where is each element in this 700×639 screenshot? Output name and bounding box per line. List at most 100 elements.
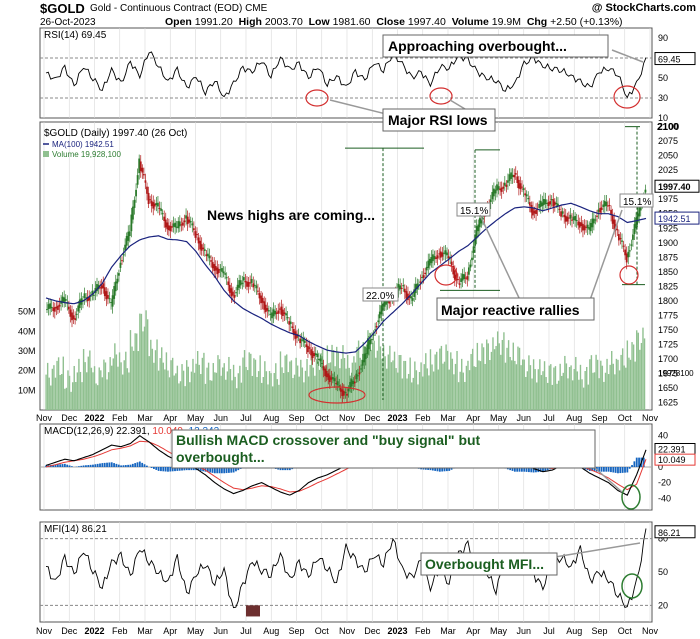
volume-bar [593, 372, 596, 410]
price-candle [460, 278, 462, 282]
x-tick-label: Nov [642, 413, 659, 423]
price-candle [585, 226, 587, 228]
price-candle [85, 297, 87, 299]
volume-bar [140, 313, 143, 410]
price-candle [342, 390, 345, 396]
volume-bar [45, 374, 47, 410]
volume-bar [56, 360, 58, 410]
price-candle [244, 281, 247, 283]
volume-bar [234, 376, 236, 410]
macd-histogram-bar [591, 467, 594, 472]
volume-bar [306, 358, 308, 410]
price-candle [150, 200, 153, 207]
volume-bar [643, 338, 646, 410]
price-candle [541, 202, 544, 206]
price-candle [233, 295, 236, 298]
price-y-tick: 2100 [658, 122, 678, 132]
volume-bar [621, 348, 624, 410]
volume-bar [168, 377, 171, 410]
volume-legend-swatch [43, 151, 49, 157]
macd-histogram-bar [443, 467, 446, 472]
macd-histogram-bar [164, 467, 167, 472]
volume-bar [118, 352, 121, 410]
volume-bar [578, 379, 580, 410]
price-candle [52, 307, 55, 312]
volume-bar [84, 362, 86, 410]
price-candle [286, 317, 289, 319]
volume-bar [486, 339, 488, 410]
price-candle [630, 244, 633, 246]
macd-histogram-bar [286, 467, 289, 471]
volume-bar [182, 370, 185, 410]
volume-bar [87, 356, 89, 410]
x-tick-label: Apr [466, 626, 480, 636]
volume-bar [318, 369, 321, 410]
price-candle [552, 199, 555, 207]
volume-y-tick: 20M [18, 366, 36, 376]
signal-value-box [654, 453, 696, 466]
volume-bar [492, 337, 494, 410]
price-candle [625, 253, 628, 263]
volume-bar [76, 372, 79, 410]
price-candle [313, 353, 316, 357]
price-candle [213, 264, 216, 271]
macd-histogram-bar [92, 464, 94, 467]
price-candle [88, 296, 91, 301]
volume-bar [193, 372, 196, 410]
macd-histogram-bar [178, 467, 181, 471]
macd-histogram-bar [436, 467, 439, 472]
volume-bar [448, 369, 450, 410]
volume-bar [292, 378, 294, 410]
volume-bar [604, 372, 607, 410]
price-candle [497, 186, 500, 190]
volume-bar [175, 373, 177, 410]
volume-bar [326, 345, 329, 410]
macd-histogram-bar [441, 467, 444, 472]
price-candle [227, 281, 230, 286]
volume-bar [228, 356, 230, 410]
volume-bar [215, 372, 218, 410]
price-candle [438, 253, 441, 255]
volume-bar [314, 375, 316, 410]
price-candle [139, 161, 142, 172]
macd-histogram-bar [110, 462, 113, 467]
volume-bar [232, 364, 235, 410]
macd-histogram-bar [157, 467, 160, 471]
volume-bar [273, 372, 275, 410]
price-candle [516, 176, 519, 184]
volume-bar [250, 353, 252, 410]
price-candle [291, 326, 294, 328]
x-tick-label: Nov [36, 626, 53, 636]
volume-bar [65, 387, 68, 410]
close-value-box [654, 179, 700, 193]
price-candle [121, 260, 123, 262]
macd-histogram-bar [174, 467, 176, 472]
rsi-title: RSI(14) 69.45 [44, 30, 107, 41]
price-candle [100, 285, 103, 289]
macd-histogram-bar [537, 467, 540, 473]
volume-bar [71, 382, 74, 410]
price-candle [388, 300, 391, 304]
volume-bar [587, 384, 589, 410]
volume-bar [240, 382, 243, 410]
price-y-tick: 1925 [658, 223, 678, 233]
volume-bar [239, 365, 241, 410]
volume-bar [120, 362, 122, 410]
volume-bar [471, 348, 474, 410]
volume-bar [157, 370, 160, 410]
volume-bar [617, 359, 619, 410]
price-candle [75, 313, 78, 315]
price-y-tick: 1825 [658, 281, 678, 291]
price-candle [289, 321, 292, 325]
macd-histogram-bar [532, 467, 535, 473]
macd-histogram-bar [188, 467, 190, 471]
volume-bar [187, 366, 189, 410]
open-value: 1991.20 [194, 16, 233, 28]
price-candle [546, 203, 548, 205]
volume-bar [414, 361, 416, 410]
volume-bar [568, 367, 571, 410]
high-label: High [238, 16, 262, 28]
x-tick-label: Apr [466, 413, 480, 423]
volume-bar [251, 375, 254, 410]
x-tick-label: Oct [618, 413, 633, 423]
